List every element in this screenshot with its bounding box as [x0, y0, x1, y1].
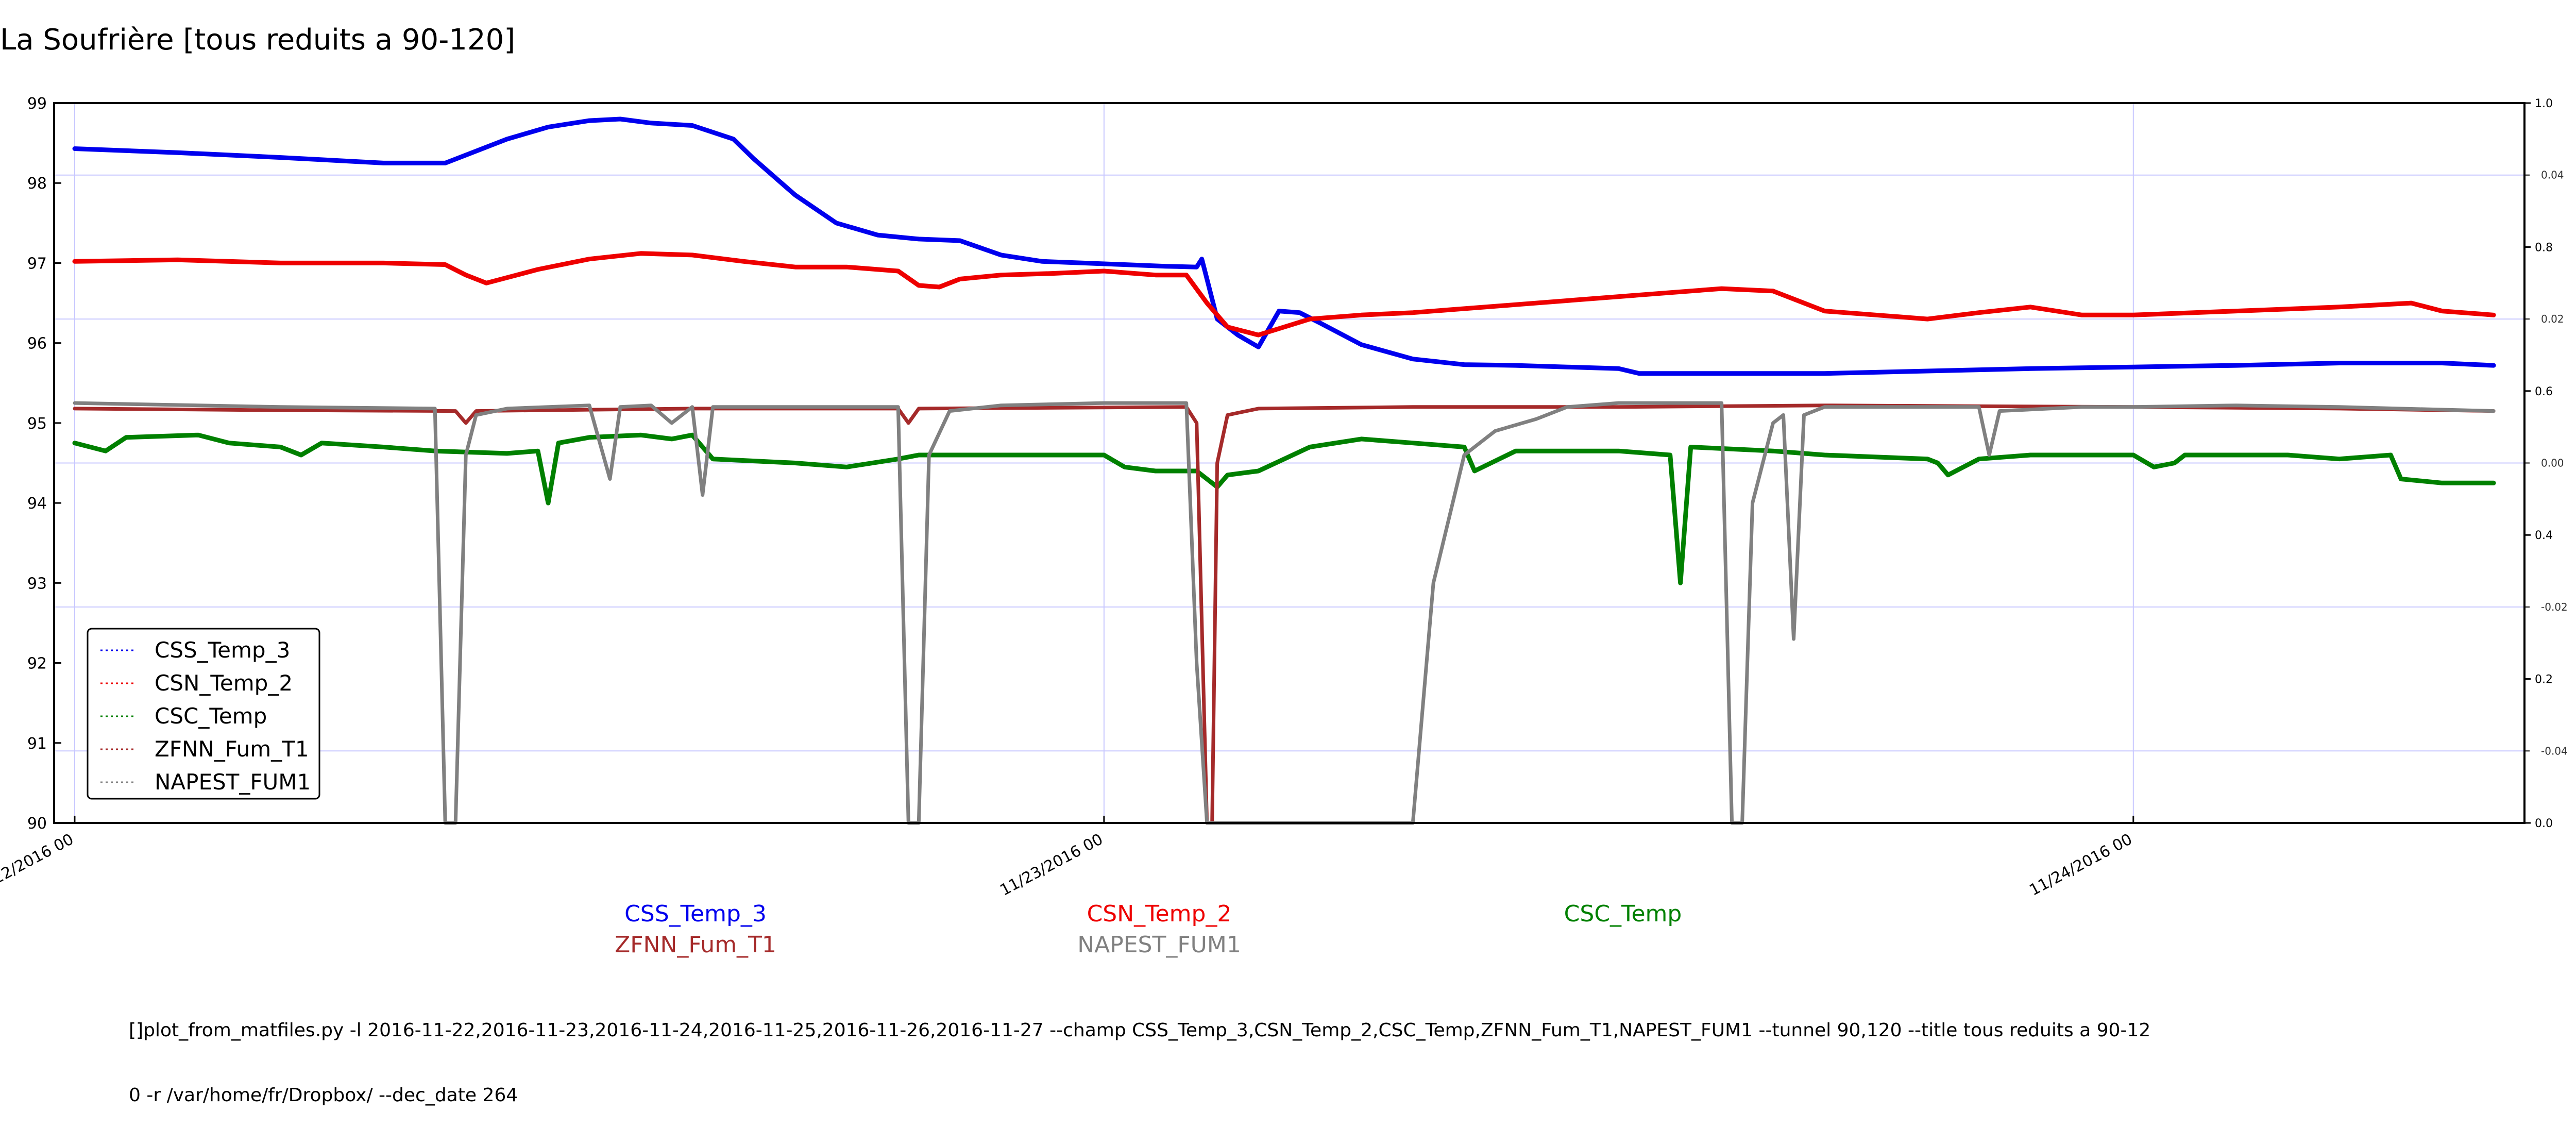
series-line-CSC_Temp	[72, 432, 2496, 585]
y-tick-label: 97	[27, 255, 47, 273]
right-tick-label: 1.0	[2535, 97, 2553, 110]
series-line-NAPEST_FUM1	[73, 401, 2496, 825]
series-line-CSS_Temp_3	[72, 116, 2496, 376]
bottom-label-CSS_Temp_3: CSS_Temp_3	[624, 901, 767, 927]
right-minor-tick-label: -0.04	[2541, 745, 2568, 757]
x-tick-label: 11/24/2016 00	[2026, 830, 2135, 899]
right-tick-label: 0.2	[2535, 674, 2553, 686]
y-tick-label: 94	[27, 495, 47, 513]
y-tick-label: 98	[27, 175, 47, 193]
right-minor-tick-label: 0.02	[2541, 313, 2564, 325]
bottom-label-CSC_Temp: CSC_Temp	[1564, 901, 1682, 927]
series-lines	[72, 116, 2496, 825]
axis-ticks: 11/22/2016 00 11/23/2016 00 11/24/2016 00 9…	[0, 95, 2568, 900]
y-tick-label: 99	[27, 95, 47, 113]
right-tick-label: 0.8	[2535, 241, 2553, 254]
y-tick-label: 91	[27, 735, 47, 753]
grid-lines	[54, 103, 2524, 823]
y-tick-label: 96	[27, 335, 47, 353]
legend-entry: ZFNN_Fum_T1	[155, 736, 309, 762]
y-tick-label: 92	[27, 655, 47, 673]
right-tick-label: 0.0	[2535, 817, 2553, 830]
legend: CSS_Temp_3 CSN_Temp_2 CSC_Temp ZFNN_Fum_T1 N…	[87, 628, 320, 800]
right-minor-tick-label: 0.04	[2541, 169, 2564, 181]
legend-entry: CSS_Temp_3	[155, 637, 290, 663]
right-minor-tick-label: 0.00	[2541, 457, 2564, 469]
command-line-2: 0 -r /var/home/fr/Dropbox/ --dec_date 26…	[129, 1085, 518, 1106]
x-tick-label: 11/23/2016 00	[997, 830, 1106, 899]
x-tick-label: 11/22/2016 00	[0, 830, 77, 899]
series-line-ZFNN_Fum_T1	[73, 403, 2496, 825]
command-line-1: []plot_from_matfiles.py -l 2016-11-22,20…	[129, 1020, 2151, 1041]
bottom-label-CSN_Temp_2: CSN_Temp_2	[1087, 901, 1232, 927]
y-tick-label: 95	[27, 415, 47, 433]
legend-box	[87, 628, 320, 800]
y-tick-label: 90	[27, 815, 47, 833]
right-minor-tick-label: -0.02	[2541, 601, 2568, 613]
right-tick-label: 0.6	[2535, 385, 2553, 398]
line-chart: 11/22/2016 00 11/23/2016 00 11/24/2016 00 9…	[0, 95, 2568, 900]
legend-entry: NAPEST_FUM1	[155, 769, 311, 795]
command-line-caption: []plot_from_matfiles.py -l 2016-11-22,20…	[129, 977, 2150, 1128]
bottom-label-ZFNN_Fum_T1: ZFNN_Fum_T1	[615, 932, 776, 958]
y-tick-label: 93	[27, 575, 47, 593]
chart-title: La Soufrière [tous reduits a 90-120]	[0, 23, 516, 57]
legend-entry: CSC_Temp	[155, 703, 267, 729]
bottom-label-NAPEST_FUM1: NAPEST_FUM1	[1077, 932, 1241, 958]
legend-entry: CSN_Temp_2	[155, 670, 293, 696]
series-line-CSN_Temp_2	[72, 251, 2496, 338]
right-tick-label: 0.4	[2535, 529, 2553, 542]
